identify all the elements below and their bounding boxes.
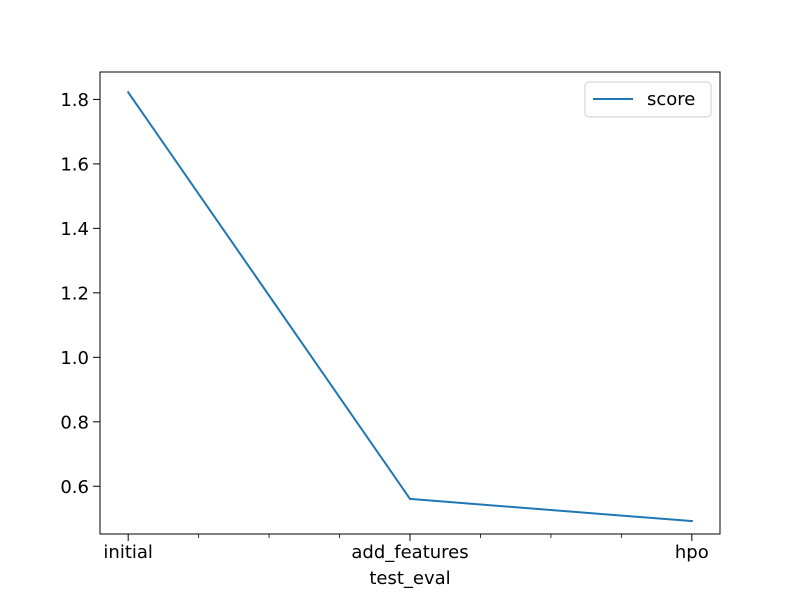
x-tick-label: add_features <box>351 542 468 563</box>
y-tick-label: 1.2 <box>60 283 89 304</box>
series-layer <box>126 90 693 523</box>
x-axis-label: test_eval <box>369 568 450 589</box>
y-tick-label: 1.0 <box>60 348 89 369</box>
y-tick-label: 1.4 <box>60 219 89 240</box>
y-tick-label: 1.6 <box>60 154 89 175</box>
y-axis: 0.6 0.8 1.0 1.2 1.4 1.6 1.8 <box>60 90 100 498</box>
legend-label-score: score <box>647 89 695 110</box>
plot-area <box>99 71 721 535</box>
legend: score <box>584 81 712 118</box>
x-tick-label: initial <box>103 542 153 563</box>
y-tick-label: 1.8 <box>60 90 89 111</box>
series-line-score <box>126 90 693 523</box>
y-tick-label: 0.8 <box>60 412 89 433</box>
y-tick-label: 0.6 <box>60 477 89 498</box>
legend-box <box>584 81 712 118</box>
x-axis: initial add_features hpo <box>103 534 709 563</box>
x-tick-label: hpo <box>675 542 709 563</box>
